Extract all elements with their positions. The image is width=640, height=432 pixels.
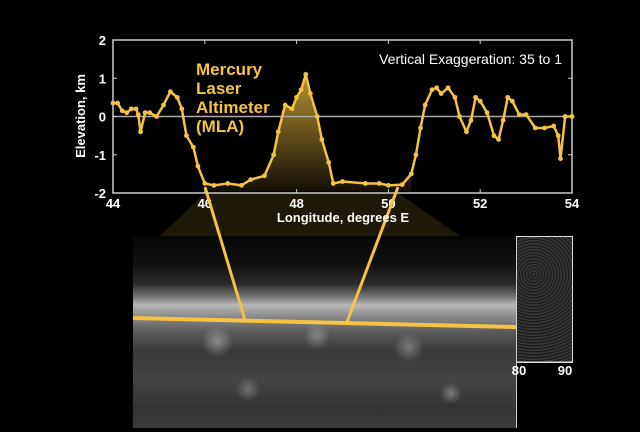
data-point	[562, 114, 568, 119]
data-point	[174, 94, 180, 100]
y-tick-label: 2	[99, 33, 106, 48]
annotation-line-2: Laser	[196, 79, 242, 98]
data-point	[418, 125, 423, 131]
data-point	[211, 182, 217, 188]
data-point	[542, 125, 547, 131]
x-tick-label: 54	[565, 196, 580, 211]
data-point	[119, 108, 125, 114]
data-point	[376, 181, 382, 186]
annotation-line-4: (MLA)	[196, 117, 244, 136]
data-point	[239, 182, 244, 188]
data-point	[330, 181, 336, 186]
data-point	[135, 112, 141, 117]
y-tick-label: 0	[99, 110, 106, 125]
data-point	[161, 102, 166, 108]
data-point	[532, 125, 538, 131]
data-point	[468, 117, 474, 123]
data-point	[399, 182, 405, 187]
data-point	[319, 137, 325, 142]
data-point	[154, 114, 160, 119]
data-point	[509, 98, 515, 104]
data-point	[434, 85, 439, 91]
data-point	[363, 181, 368, 186]
data-point	[307, 91, 313, 96]
context-image	[517, 236, 573, 363]
data-point	[303, 72, 309, 77]
data-point	[275, 129, 281, 135]
data-point	[516, 112, 522, 117]
surface-image	[133, 236, 517, 428]
projection-line-left	[203, 186, 247, 321]
data-point	[298, 87, 304, 93]
data-point	[422, 102, 428, 108]
data-point	[408, 171, 414, 177]
data-point	[289, 106, 295, 112]
data-point	[569, 114, 575, 119]
x-axis-label: Longitude, degrees E	[277, 210, 410, 225]
data-point	[496, 137, 501, 142]
data-point	[225, 181, 231, 186]
crater-fill	[204, 74, 412, 192]
data-point	[505, 94, 511, 100]
data-point	[167, 89, 173, 95]
data-point	[190, 144, 196, 150]
data-point	[326, 160, 332, 165]
data-point	[147, 110, 153, 116]
data-point	[294, 94, 299, 100]
image-tick-80: 80	[512, 363, 526, 378]
data-point	[115, 100, 120, 106]
annotation-line-1: Mercury	[196, 60, 263, 79]
elevation-series	[113, 73, 572, 187]
x-tick-label: 52	[473, 196, 487, 211]
data-point	[282, 102, 288, 108]
data-point	[473, 94, 479, 100]
data-point	[128, 106, 134, 112]
data-point	[110, 100, 116, 106]
data-point	[457, 114, 462, 119]
data-point	[491, 133, 497, 139]
exaggeration-note: Vertical Exaggeration: 35 to 1	[379, 51, 562, 67]
data-point	[138, 129, 143, 135]
data-point	[523, 112, 529, 117]
data-point	[500, 117, 506, 123]
data-point	[271, 152, 277, 158]
annotation-line-3: Altimeter	[196, 98, 270, 117]
data-point	[142, 110, 148, 116]
data-point	[413, 152, 419, 158]
data-point	[464, 129, 469, 135]
y-axis-label: Elevation, km	[73, 74, 88, 158]
data-point	[195, 163, 201, 169]
y-tick-label: 1	[99, 71, 106, 86]
data-point	[386, 182, 391, 188]
data-point	[551, 123, 557, 129]
data-point	[262, 173, 267, 179]
data-point	[429, 87, 435, 93]
ground-track	[132, 316, 517, 329]
data-point	[248, 177, 254, 183]
x-tick-label: 48	[289, 196, 303, 211]
data-point	[438, 91, 444, 96]
x-tick-label: 44	[106, 196, 121, 211]
y-tick-label: -1	[94, 148, 106, 163]
data-point	[445, 85, 451, 91]
data-point	[124, 110, 130, 116]
data-point	[555, 133, 561, 139]
projection-line-right	[345, 186, 400, 323]
data-point	[202, 181, 208, 186]
data-point	[558, 156, 563, 161]
y-tick-label: -2	[94, 186, 106, 201]
data-point	[184, 133, 189, 139]
image-tick-90: 90	[558, 363, 572, 378]
data-point	[314, 114, 320, 119]
data-point	[340, 179, 345, 184]
data-point	[179, 106, 185, 112]
data-point	[484, 110, 490, 116]
data-point	[133, 106, 139, 112]
data-point	[452, 94, 458, 100]
data-point	[477, 98, 483, 104]
